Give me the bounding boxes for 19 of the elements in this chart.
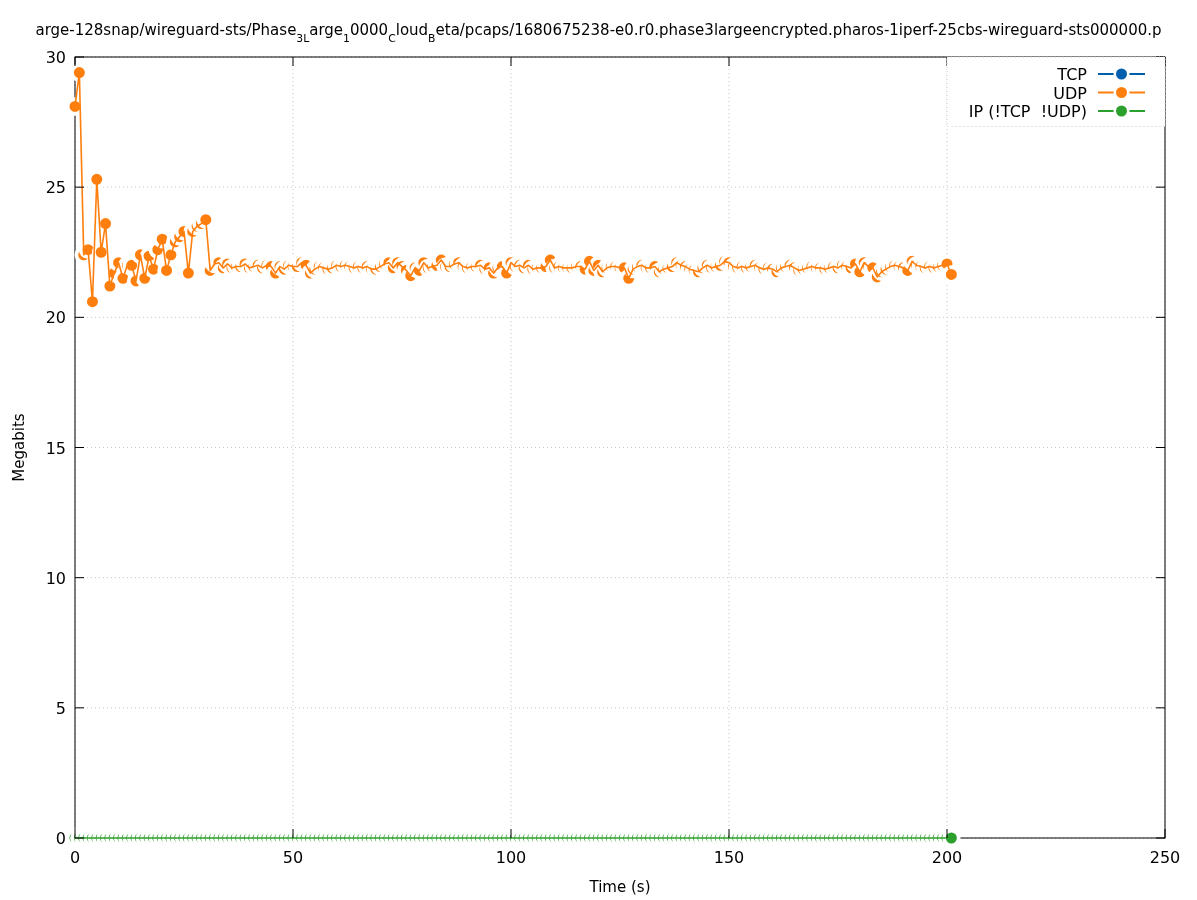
legend-label: TCP [1056,65,1088,84]
legend-label: IP (!TCP !UDP) [968,102,1087,121]
y-axis-title: Megabits [10,413,28,482]
x-tick-label: 50 [282,848,304,867]
x-axis-title: Time (s) [588,878,651,896]
y-tick-label: 15 [45,438,66,458]
y-tick-label: 0 [55,829,66,848]
x-tick-label: 250 [1149,848,1181,867]
y-tick-label: 5 [55,698,66,718]
y-tick-label: 30 [45,48,66,67]
x-tick-label: 100 [495,848,527,867]
chart-title: arge-128snap/wireguard-sts/Phase$_{3L}$arge$_{1}$0000$_{C}$loud$_{B}$eta/pcaps/1680675238-e0.r0.phase3largeencrypted.pharos-1iperf-25cbs-wireguard-sts000000.p [35,21,1162,45]
y-tick-label: 20 [45,308,66,328]
x-tick-label: 0 [69,848,81,867]
y-tick-label: 10 [45,568,66,588]
legend-label: UDP [1053,83,1088,103]
x-tick-label: 200 [931,848,963,867]
y-tick-label: 25 [45,178,66,198]
x-tick-label: 150 [713,848,745,867]
